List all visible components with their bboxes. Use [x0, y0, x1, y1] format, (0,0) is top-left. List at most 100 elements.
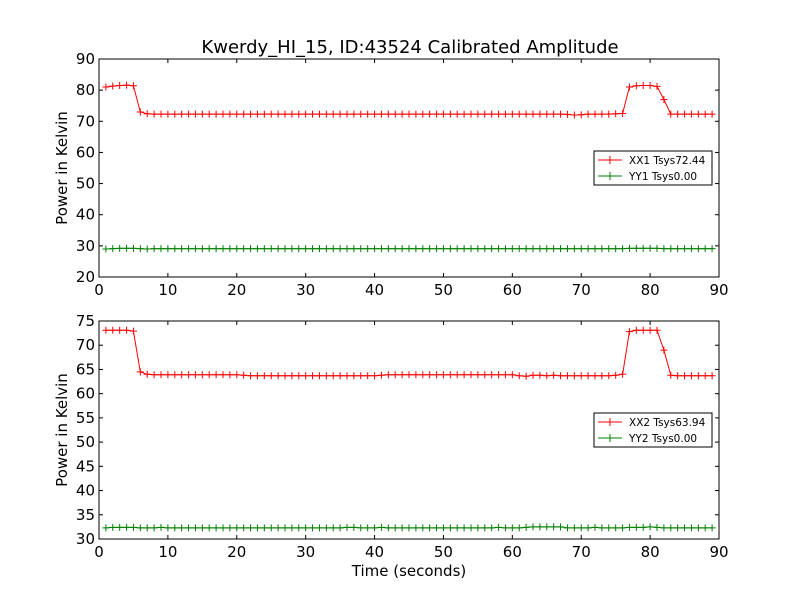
data-point	[598, 245, 606, 253]
data-point	[164, 371, 172, 379]
data-point	[419, 524, 427, 532]
data-point	[557, 245, 565, 253]
data-point	[364, 524, 372, 532]
data-point	[460, 110, 468, 118]
data-point	[584, 372, 592, 380]
data-point	[123, 81, 131, 89]
data-point	[143, 110, 151, 118]
data-point	[570, 245, 578, 253]
data-point	[247, 524, 255, 532]
data-point	[274, 245, 282, 253]
data-point	[536, 110, 544, 118]
data-point	[577, 245, 585, 253]
data-point	[295, 245, 303, 253]
chart-title: Kwerdy_HI_15, ID:43524 Calibrated Amplit…	[201, 37, 618, 58]
data-point	[619, 370, 627, 378]
data-point	[522, 523, 530, 531]
data-point	[591, 245, 599, 253]
data-point	[384, 524, 392, 532]
data-point	[274, 372, 282, 380]
x-tick-label: 70	[572, 543, 591, 561]
data-point	[667, 524, 675, 532]
x-tick-label: 0	[94, 281, 104, 299]
data-point	[240, 110, 248, 118]
data-point	[570, 111, 578, 119]
data-point	[185, 524, 193, 532]
data-point	[171, 371, 179, 379]
data-point	[164, 245, 172, 253]
data-point	[343, 245, 351, 253]
data-point	[178, 245, 186, 253]
legend-entry: XX1 Tsys72.44	[598, 155, 706, 167]
data-point	[322, 110, 330, 118]
data-point	[274, 524, 282, 532]
data-point	[412, 245, 420, 253]
data-point	[681, 245, 689, 253]
data-point	[398, 371, 406, 379]
y-tick-label: 90	[76, 50, 95, 68]
data-point	[371, 524, 379, 532]
data-point	[309, 524, 317, 532]
legend-entry: YY1 Tsys0.00	[598, 171, 697, 183]
data-point	[481, 245, 489, 253]
data-point	[570, 524, 578, 532]
data-point	[281, 524, 289, 532]
data-point	[667, 110, 675, 118]
data-point	[129, 523, 137, 531]
x-tick-label: 70	[572, 281, 591, 299]
data-point	[212, 110, 220, 118]
data-point	[191, 371, 199, 379]
x-tick-label: 50	[434, 543, 453, 561]
data-point	[343, 110, 351, 118]
data-point	[198, 524, 206, 532]
data-point	[570, 372, 578, 380]
data-point	[405, 524, 413, 532]
data-point	[198, 110, 206, 118]
y-axis-label: Power in Kelvin	[53, 111, 71, 225]
x-axis-label: Time (seconds)	[351, 562, 467, 580]
data-point	[171, 524, 179, 532]
data-point	[598, 110, 606, 118]
data-point	[426, 371, 434, 379]
data-point	[577, 524, 585, 532]
data-point	[460, 524, 468, 532]
data-point	[109, 326, 117, 334]
legend-entry: XX2 Tsys63.94	[598, 417, 706, 429]
data-point	[116, 244, 124, 252]
data-point	[653, 523, 661, 531]
data-point	[550, 110, 558, 118]
data-point	[591, 523, 599, 531]
data-point	[412, 110, 420, 118]
data-point	[205, 110, 213, 118]
data-point	[495, 245, 503, 253]
data-point	[646, 81, 654, 89]
data-point	[212, 371, 220, 379]
data-point	[260, 245, 268, 253]
data-point	[233, 110, 241, 118]
data-point	[563, 110, 571, 118]
data-point	[240, 245, 248, 253]
data-point	[219, 524, 227, 532]
data-point	[129, 82, 137, 90]
data-point	[584, 524, 592, 532]
data-point	[398, 524, 406, 532]
data-point	[681, 524, 689, 532]
data-point	[377, 110, 385, 118]
x-tick-label: 40	[365, 543, 384, 561]
data-point	[508, 371, 516, 379]
x-tick-label: 60	[503, 281, 522, 299]
data-point	[295, 524, 303, 532]
x-tick-label: 10	[158, 543, 177, 561]
data-point	[302, 524, 310, 532]
data-point	[488, 524, 496, 532]
data-point	[350, 245, 358, 253]
data-point	[522, 372, 530, 380]
data-point	[439, 524, 447, 532]
data-point	[178, 110, 186, 118]
data-point	[295, 372, 303, 380]
data-point	[612, 371, 620, 379]
x-tick-label: 80	[641, 281, 660, 299]
data-point	[102, 326, 110, 334]
data-point	[426, 524, 434, 532]
